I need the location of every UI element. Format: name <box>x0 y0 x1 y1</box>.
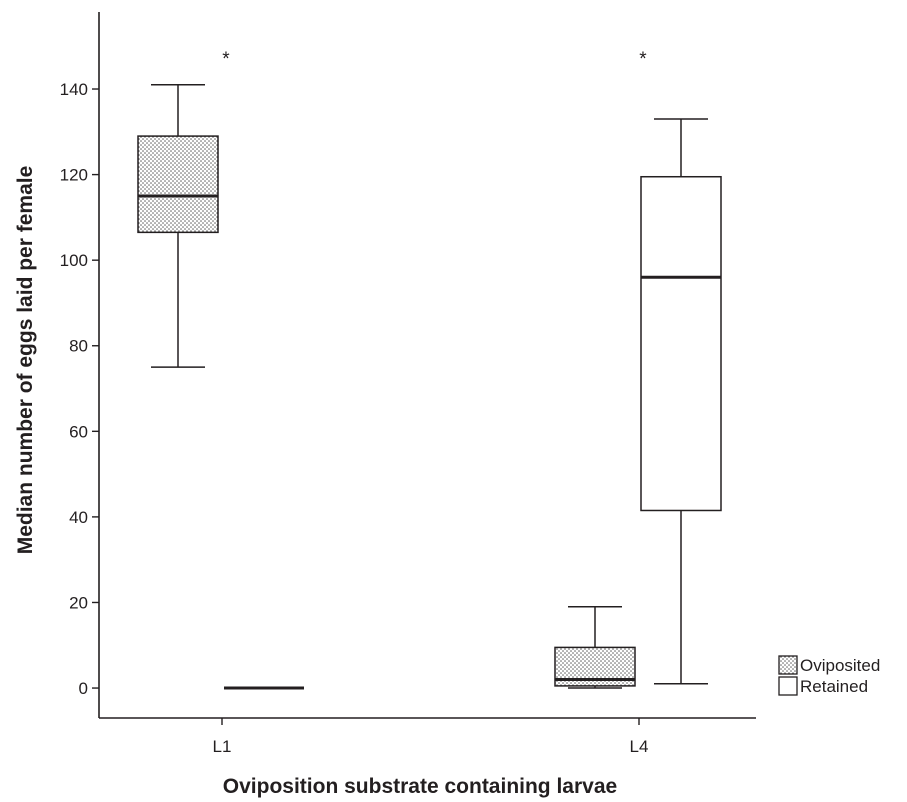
box-oviposited-l4 <box>554 606 636 689</box>
x-tick-label: L4 <box>630 737 649 756</box>
iqr-box <box>137 135 219 234</box>
annotations: * * <box>222 49 647 70</box>
x-tick-label: L1 <box>213 737 232 756</box>
axes: 0 20 40 60 80 100 120 140 L1 L4 <box>60 12 756 756</box>
box-retained-l4 <box>640 118 722 685</box>
boxes <box>137 83 722 690</box>
iqr-box <box>640 175 722 512</box>
y-tick-label: 100 <box>60 251 88 270</box>
y-tick-label: 120 <box>60 166 88 185</box>
box-oviposited-l1 <box>137 83 219 368</box>
legend-swatch-oviposited <box>778 655 798 675</box>
legend-swatch-retained <box>778 676 798 696</box>
y-tick-label: 0 <box>79 679 88 698</box>
x-axis-title: Oviposition substrate containing larvae <box>223 775 617 798</box>
y-tick-label: 60 <box>69 422 88 441</box>
significance-marker: * <box>639 49 647 70</box>
y-tick-label: 20 <box>69 593 88 612</box>
y-tick-label: 140 <box>60 80 88 99</box>
y-tick-label: 40 <box>69 508 88 527</box>
y-axis-title: Median number of eggs laid per female <box>14 166 37 555</box>
legend-label-oviposited: Oviposited <box>800 656 880 675</box>
y-tick-label: 80 <box>69 337 88 356</box>
significance-marker: * <box>222 49 230 70</box>
legend-label-retained: Retained <box>800 677 868 696</box>
legend: Oviposited Retained <box>778 655 880 696</box>
